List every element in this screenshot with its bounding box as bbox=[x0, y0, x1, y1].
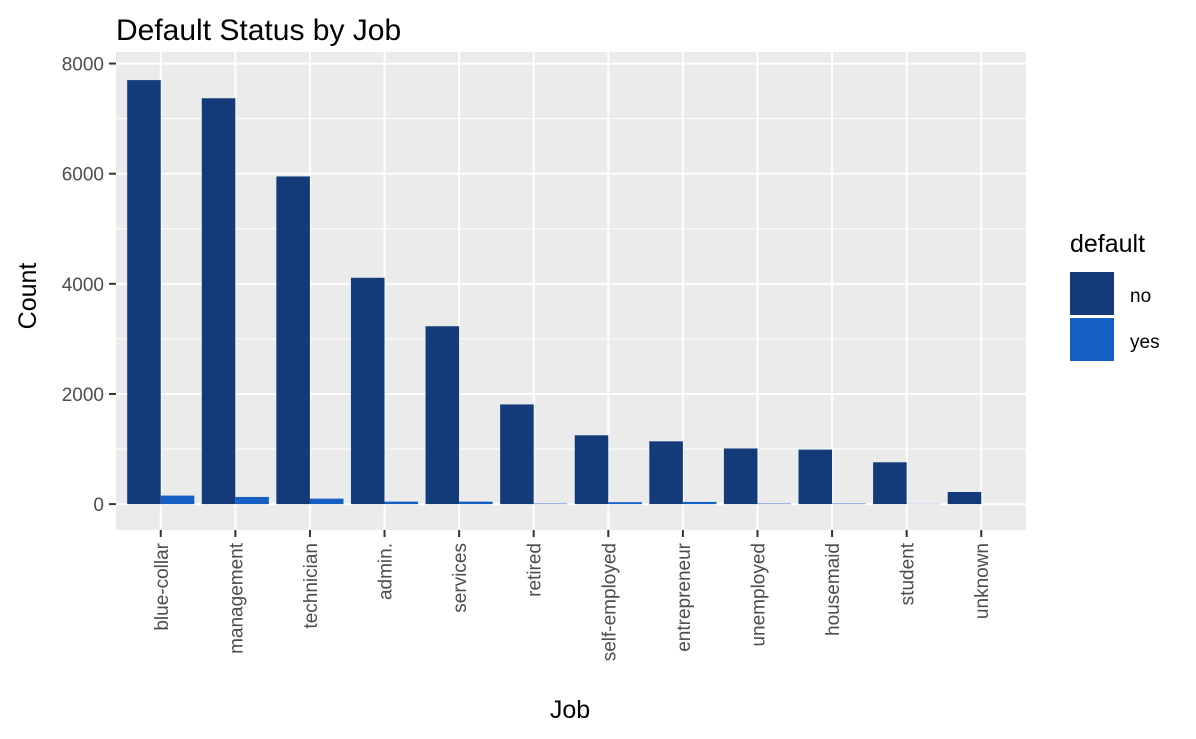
chart-title: Default Status by Job bbox=[116, 14, 401, 47]
y-tick-label: 0 bbox=[93, 495, 104, 516]
y-tick-label: 8000 bbox=[62, 55, 104, 76]
x-tick-label: student bbox=[898, 542, 919, 605]
y-tick-label: 6000 bbox=[62, 165, 104, 186]
x-tick-label: blue-collar bbox=[152, 542, 173, 630]
bar-no-self-employed bbox=[574, 435, 609, 505]
bar-no-retired bbox=[500, 404, 534, 505]
bar-yes-services bbox=[459, 501, 493, 505]
legend-label-no: no bbox=[1130, 286, 1151, 307]
bar-yes-retired bbox=[533, 503, 568, 505]
bar-no-unemployed bbox=[723, 448, 758, 505]
x-tick-label: unemployed bbox=[748, 543, 769, 647]
y-axis: 0 2000 4000 6000 8000 bbox=[62, 55, 116, 516]
bars bbox=[127, 80, 982, 505]
legend-title: default bbox=[1070, 230, 1145, 258]
x-tick-label: management bbox=[226, 542, 247, 654]
x-tick-label: technician bbox=[301, 543, 322, 629]
legend-key-yes bbox=[1070, 318, 1114, 361]
y-tick-label: 4000 bbox=[62, 275, 104, 296]
x-tick-label: admin. bbox=[376, 543, 397, 600]
minor-gridlines bbox=[116, 118, 1026, 450]
legend-key-no bbox=[1070, 272, 1114, 315]
bar-no-entrepreneur bbox=[649, 441, 683, 505]
bar-yes-technician bbox=[309, 498, 344, 505]
legend-label-yes: yes bbox=[1130, 332, 1160, 353]
bar-no-unknown bbox=[947, 492, 982, 505]
x-tick-label: services bbox=[450, 543, 471, 613]
bar-no-admin. bbox=[350, 277, 385, 505]
bar-no-student bbox=[873, 462, 907, 505]
bar-no-blue-collar bbox=[127, 80, 161, 505]
bar-no-housemaid bbox=[798, 449, 833, 505]
bar-yes-unemployed bbox=[757, 503, 792, 505]
bar-yes-management bbox=[235, 496, 269, 505]
bar-yes-entrepreneur bbox=[682, 501, 717, 505]
x-axis: blue-collar management technician admin. ser… bbox=[152, 530, 993, 661]
y-tick-label: 2000 bbox=[62, 385, 104, 406]
bar-no-services bbox=[425, 326, 460, 505]
bar-no-management bbox=[201, 98, 236, 505]
y-axis-title: Count bbox=[14, 263, 42, 330]
x-tick-label: unknown bbox=[972, 543, 993, 619]
bar-yes-housemaid bbox=[832, 503, 866, 505]
x-tick-label: self-employed bbox=[599, 543, 620, 661]
x-tick-label: entrepreneur bbox=[674, 542, 695, 651]
x-axis-title: Job bbox=[550, 696, 590, 724]
bar-yes-self-employed bbox=[608, 502, 642, 505]
bar-yes-admin. bbox=[384, 501, 419, 505]
legend: default no yes bbox=[1070, 230, 1160, 361]
x-tick-label: retired bbox=[525, 543, 546, 597]
plot-panel bbox=[116, 52, 1026, 530]
x-tick-label: housemaid bbox=[823, 543, 844, 636]
bar-yes-blue-collar bbox=[160, 495, 195, 505]
bar-no-technician bbox=[276, 176, 310, 505]
